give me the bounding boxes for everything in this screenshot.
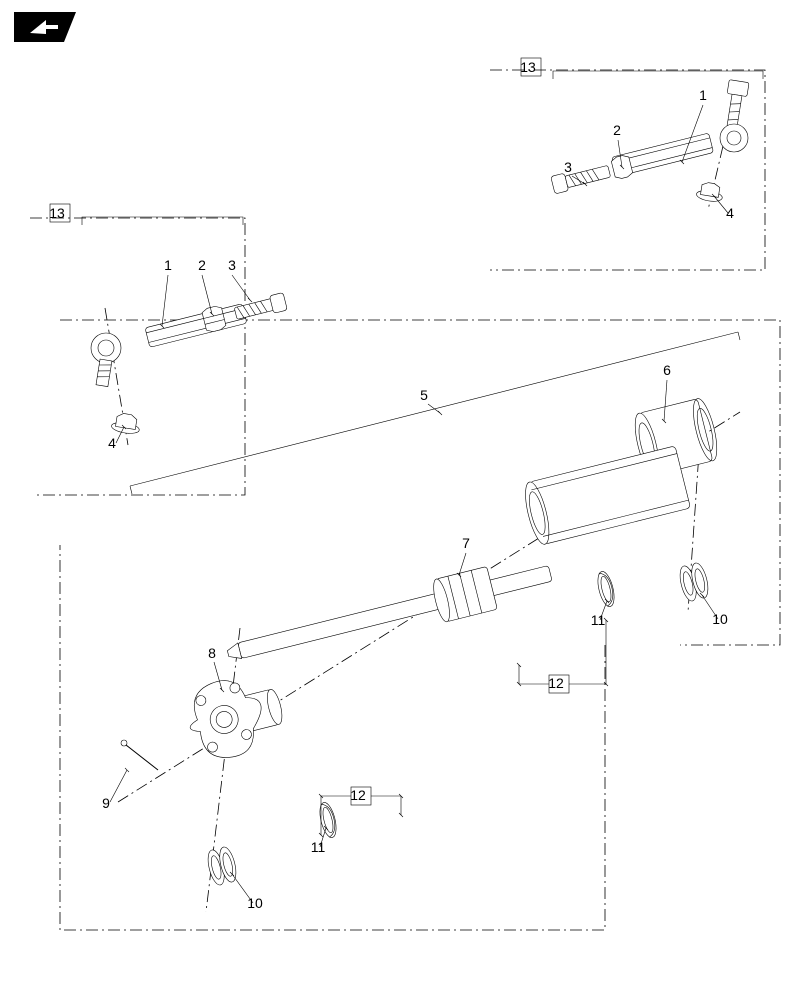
callout-7: 7 [457, 535, 470, 577]
callout-label: 2 [198, 257, 206, 273]
part-seal-set-b [205, 845, 239, 886]
part-seal-set-a [677, 561, 711, 602]
callout-label: 1 [699, 87, 707, 103]
callout-label: 11 [591, 612, 606, 628]
part-seal-ring-b [317, 801, 339, 839]
part-left-stud-down [96, 359, 112, 387]
callout-label: 12 [350, 787, 366, 803]
callout-label: 11 [311, 839, 326, 855]
callout-label: 5 [420, 387, 428, 403]
callout-label: 10 [712, 611, 728, 627]
callout-label: 6 [663, 362, 671, 378]
callout-11: 11 [311, 826, 328, 855]
callout-label: 9 [102, 795, 110, 811]
part-rod [223, 552, 556, 675]
callout-label: 3 [228, 257, 236, 273]
part-left-rod-end [145, 304, 247, 348]
callout-label: 4 [108, 435, 116, 451]
callout-3: 3 [228, 257, 252, 302]
callout-13: 13 [49, 204, 70, 222]
callout-10: 10 [230, 872, 263, 911]
part-left-ball [91, 333, 121, 363]
callout-label: 3 [564, 159, 572, 175]
return-icon [14, 12, 76, 42]
part-seal-ring-a [595, 570, 617, 608]
callout-label: 12 [548, 675, 564, 691]
callout-4: 4 [712, 194, 734, 221]
callout-label: 8 [208, 645, 216, 661]
callout-label: 2 [613, 122, 621, 138]
boundary-left [30, 218, 245, 495]
callout-1: 1 [160, 257, 172, 328]
part-right-flange-nut [696, 181, 724, 203]
callout-label: 10 [247, 895, 263, 911]
callout-label: 13 [520, 59, 536, 75]
part-right-ball [720, 124, 748, 152]
boundary-main-b [60, 545, 605, 930]
callout-label: 1 [164, 257, 172, 273]
callout-9: 9 [102, 768, 129, 811]
part-barrel [521, 446, 691, 547]
callout-13: 13 [520, 58, 541, 76]
bracket-13-right [553, 71, 763, 79]
part-flange [181, 668, 290, 765]
callout-5: 5 [420, 387, 442, 415]
part-left-flange-nut [111, 412, 142, 435]
part-pin [121, 740, 158, 770]
callout-label: 7 [462, 535, 470, 551]
callout-label: 4 [726, 205, 734, 221]
callout-12: 12 [517, 618, 608, 693]
callout-10: 10 [700, 593, 728, 627]
diagram-canvas: 13131234123456789101011111212 [0, 0, 812, 1000]
part-right-threaded [551, 162, 612, 193]
callout-label: 13 [49, 205, 65, 221]
part-left-threaded [234, 292, 288, 322]
